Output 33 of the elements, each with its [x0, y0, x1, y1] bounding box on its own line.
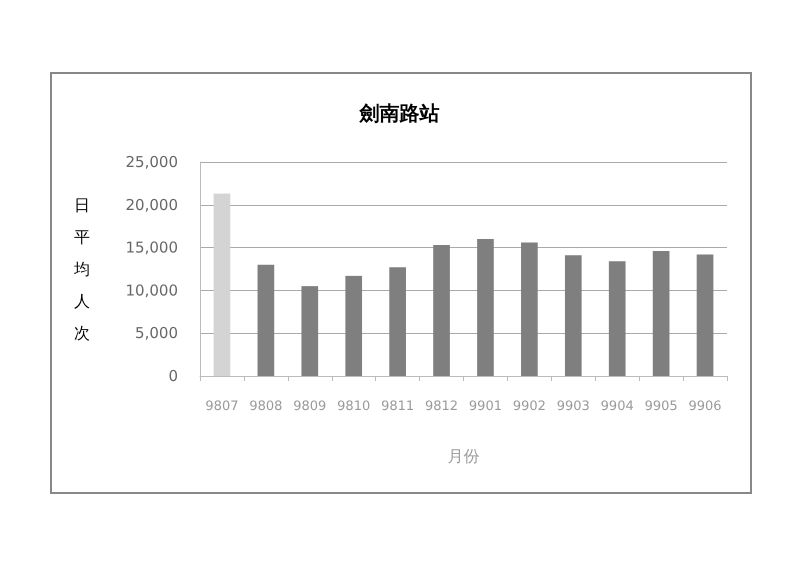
y-tick-label: 10,000 [126, 281, 178, 300]
bar [696, 254, 714, 376]
x-tick-label: 9901 [468, 399, 502, 414]
chart-title: 劍南路站 [358, 101, 440, 125]
x-tick-label: 9807 [205, 399, 239, 414]
x-tick-label: 9902 [512, 399, 546, 414]
bar [564, 255, 582, 376]
bar [345, 276, 362, 376]
x-tick-label: 9906 [688, 399, 722, 414]
bar [521, 242, 538, 376]
y-tick-label: 25,000 [126, 153, 178, 171]
y-tick-label: 5,000 [135, 324, 178, 342]
y-tick-label: 20,000 [126, 196, 178, 214]
x-tick-label: 9903 [556, 399, 590, 414]
bar [214, 194, 230, 376]
bar [301, 286, 318, 376]
x-tick-label: 9812 [424, 399, 458, 414]
bar [608, 261, 626, 376]
x-tick-label: 9808 [249, 399, 282, 414]
bar [477, 239, 494, 376]
x-tick-label: 9904 [600, 399, 634, 414]
x-axis-title: 月份 [448, 446, 480, 466]
y-axis-title: 日平均人次 [73, 196, 90, 342]
x-tick-label: 9809 [293, 399, 326, 414]
x-tick-label: 9810 [337, 399, 370, 414]
bar [258, 264, 274, 376]
y-tick-label: 0 [168, 367, 178, 385]
y-tick-label: 15,000 [126, 238, 178, 257]
x-tick-label: 9811 [381, 399, 414, 414]
bar [652, 251, 670, 376]
bar [389, 267, 406, 376]
x-tick-label: 9905 [644, 399, 678, 414]
bar [433, 245, 450, 376]
